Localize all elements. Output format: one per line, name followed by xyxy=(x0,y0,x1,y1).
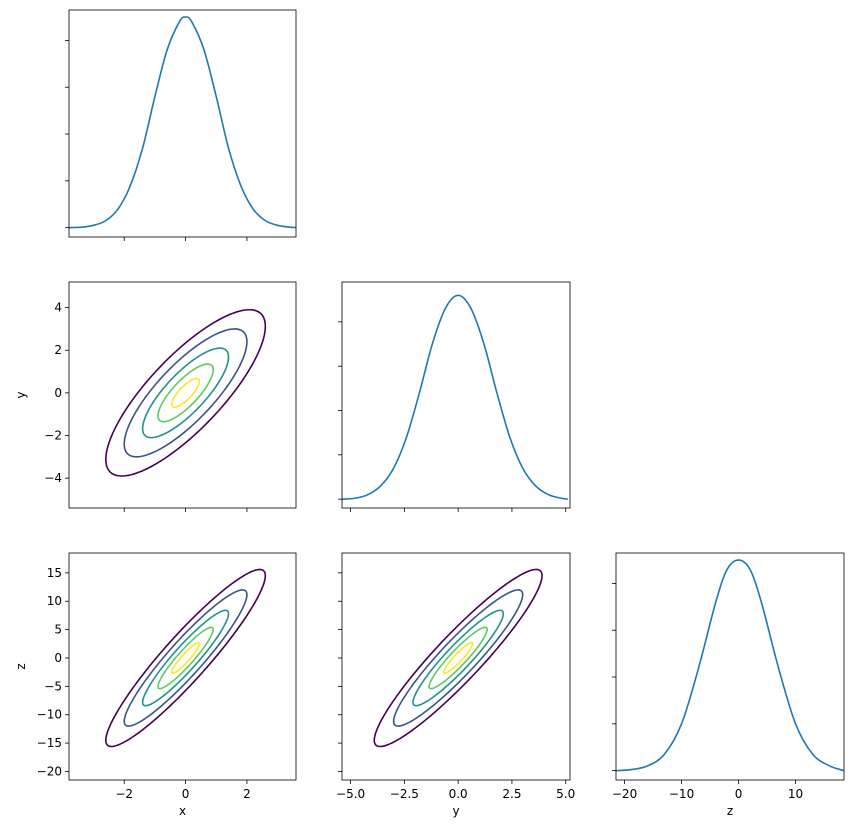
x-axis-label: z xyxy=(727,804,733,818)
contour-level-4 xyxy=(157,363,214,423)
y-tick-label: 15 xyxy=(47,566,62,580)
x-axis-label: y xyxy=(452,804,459,818)
y-tick-label: 0 xyxy=(54,651,62,665)
y-tick-label: −4 xyxy=(44,471,62,485)
panel-y-y xyxy=(338,281,571,512)
x-axis-label: x xyxy=(179,804,186,818)
axes-frame xyxy=(615,552,845,781)
x-tick-label: 0.0 xyxy=(449,787,468,801)
contour-level-1 xyxy=(373,568,543,748)
contour-level-2 xyxy=(123,328,248,458)
x-tick-label: −10 xyxy=(669,787,694,801)
y-tick-label: −10 xyxy=(37,708,62,722)
density-curve xyxy=(69,16,296,229)
x-tick-label: −5.0 xyxy=(336,787,365,801)
contour-level-3 xyxy=(412,609,505,707)
contour-level-5 xyxy=(170,377,201,409)
plot-area xyxy=(616,559,844,772)
y-tick-label: 10 xyxy=(47,594,62,608)
contour-level-3 xyxy=(141,609,230,707)
density-curve xyxy=(616,559,844,772)
contour-level-2 xyxy=(392,589,524,727)
plot-area xyxy=(105,568,267,748)
y-tick-label: −5 xyxy=(44,679,62,693)
axes-frame xyxy=(341,281,571,509)
x-tick-label: 0 xyxy=(735,787,743,801)
density-curve xyxy=(342,294,568,500)
y-axis-label: z xyxy=(14,663,28,669)
x-tick-label: 2 xyxy=(243,787,251,801)
y-tick-label: 5 xyxy=(54,623,62,637)
x-tick-label: 10 xyxy=(788,787,803,801)
plot-area xyxy=(342,294,568,500)
panel-x-y-contour: −4 −2 0 2 4 y xyxy=(14,281,297,512)
plot-area xyxy=(373,568,543,748)
contour-level-1 xyxy=(105,568,267,748)
panel-z-z: −20 −10 0 10 z xyxy=(612,552,845,818)
axes-frame xyxy=(341,552,571,781)
y-tick-label: 0 xyxy=(54,386,62,400)
contour-level-1 xyxy=(105,308,267,477)
contour-level-2 xyxy=(123,589,248,727)
axes-frame xyxy=(68,281,297,509)
y-tick-label: 2 xyxy=(54,343,62,357)
y-axis-label: y xyxy=(14,391,28,398)
x-tick-label: 5.0 xyxy=(556,787,575,801)
contour-level-5 xyxy=(442,641,474,675)
contour-level-3 xyxy=(141,347,230,439)
x-tick-label: −20 xyxy=(612,787,637,801)
x-tick-label: 2.5 xyxy=(502,787,521,801)
y-tick-label: −15 xyxy=(37,736,62,750)
plot-area xyxy=(69,16,296,229)
contour-level-4 xyxy=(157,626,214,690)
x-tick-label: 0 xyxy=(182,787,190,801)
panel-x-x xyxy=(65,9,297,241)
y-tick-label: −20 xyxy=(37,764,62,778)
contour-level-4 xyxy=(428,626,488,690)
axes-frame xyxy=(68,552,297,781)
x-tick-label: −2.5 xyxy=(390,787,419,801)
panel-y-z-contour: −5.0 −2.5 0.0 2.5 5.0 y xyxy=(336,552,575,818)
x-tick-label: −2 xyxy=(115,787,133,801)
plot-area xyxy=(105,308,267,477)
y-tick-label: −2 xyxy=(44,429,62,443)
contour-level-5 xyxy=(170,641,201,675)
y-tick-label: 4 xyxy=(54,301,62,315)
axes-frame xyxy=(68,9,297,238)
